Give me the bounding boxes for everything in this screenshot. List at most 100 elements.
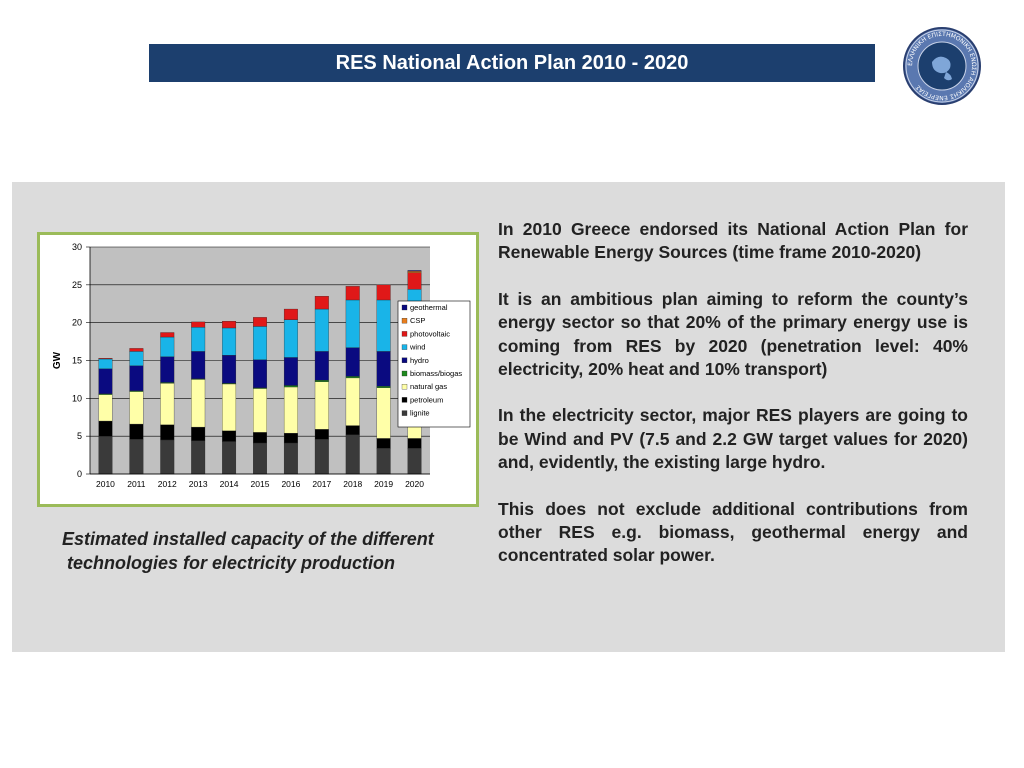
bar-segment-photovoltaic (376, 284, 391, 301)
bar-segment-hydro (191, 351, 206, 379)
bar-segment-photovoltaic (253, 317, 267, 327)
bar-segment-photovoltaic (129, 348, 144, 352)
bar-segment-hydro (98, 368, 113, 394)
bar-segment-petroleum (407, 438, 422, 449)
bar-segment-natural-gas (345, 377, 360, 426)
bar-segment-wind (222, 327, 237, 356)
legend-swatch (401, 410, 408, 416)
legend-label: natural gas (410, 382, 447, 391)
bar-segment-natural-gas (253, 388, 267, 433)
bar-segment-wind (98, 358, 113, 369)
x-tick-label: 2011 (127, 479, 146, 489)
x-tick-label: 2017 (312, 479, 331, 489)
legend-swatch (401, 344, 408, 350)
bar-segment-photovoltaic (222, 321, 237, 329)
bar-segment-hydro (129, 365, 144, 391)
x-tick-label: 2013 (189, 479, 208, 489)
y-tick-label: 10 (72, 393, 82, 403)
y-tick-label: 15 (72, 356, 82, 366)
legend-swatch (401, 370, 408, 377)
bar-segment-hydro (345, 347, 360, 377)
bar-segment-wind (253, 326, 267, 360)
legend-label: geothermal (410, 303, 448, 312)
y-axis-label: GW (52, 351, 63, 369)
bar-segment-wind (314, 308, 329, 352)
paragraph-2: It is an ambitious plan aiming to reform… (498, 288, 968, 380)
x-tick-label: 2020 (405, 479, 424, 489)
bar-segment-hydro (314, 351, 329, 381)
bar-segment-hydro (222, 355, 237, 384)
bar-segment-natural-gas (160, 383, 175, 425)
x-tick-label: 2010 (96, 479, 115, 489)
bar-segment-lignite (129, 439, 144, 475)
bar-segment-petroleum (160, 424, 175, 441)
slide-title-text: RES National Action Plan 2010 - 2020 (335, 51, 689, 74)
stacked-bar-chart: 0 5 10 15 20 25 30 GW 2010 2011 2012 2013 2014 2015 20… (52, 242, 471, 489)
chart-frame: 0 5 10 15 20 25 30 GW 2010 2011 2012 2013 2014 2015 20… (37, 232, 479, 507)
bar-segment-petroleum (283, 432, 298, 444)
chart-caption: Estimated installed capacity of the diff… (62, 527, 482, 575)
x-tick-label: 2015 (251, 479, 270, 489)
bar-segment-wind (160, 336, 175, 357)
bar-segment-photovoltaic (345, 286, 360, 301)
legend-box (397, 300, 471, 428)
paragraph-4: This does not exclude additional contrib… (498, 498, 968, 566)
y-tick-label: 20 (72, 318, 82, 328)
bar-segment-petroleum (314, 429, 329, 440)
y-tick-label: 5 (77, 431, 82, 441)
legend-swatch (401, 331, 408, 337)
bar-segment-natural-gas (314, 381, 329, 430)
bar-segment-natural-gas (191, 379, 206, 428)
x-tick-label: 2018 (343, 479, 362, 489)
bar-segment-petroleum (253, 432, 267, 444)
bar-segment-petroleum (222, 430, 237, 442)
legend-swatch (401, 304, 408, 311)
y-tick-label: 30 (72, 242, 82, 252)
emblem-seal-icon: ΕΛΛΗΝΙΚΗ ΕΠΙΣΤΗΜΟΝΙΚΗ ΕΝΩΣΗ ΑΙΟΛΙΚΗΣ ΕΝΕ… (903, 27, 981, 105)
legend-label: wind (409, 343, 425, 352)
legend-label: petroleum (410, 395, 443, 404)
bar-segment-lignite (407, 448, 422, 475)
bar-segment-photovoltaic (283, 308, 298, 320)
bar-segment-photovoltaic (191, 321, 206, 328)
bar-segment-biomass-biogas (345, 376, 360, 379)
bar-segment-wind (345, 299, 360, 348)
bar-segment-hydro (253, 359, 267, 388)
x-tick-label: 2016 (281, 479, 300, 489)
body-text: In 2010 Greece endorsed its National Act… (498, 218, 968, 591)
bar-segment-lignite (283, 442, 298, 475)
bar-segment-petroleum (129, 423, 144, 440)
bar-segment-lignite (253, 442, 267, 475)
legend-label: photovoltaic (410, 329, 450, 338)
bar-segment-lignite (98, 436, 113, 475)
bar-segment-petroleum (98, 420, 113, 437)
bar-segment-photovoltaic (98, 358, 113, 360)
legend-label: biomass/biogas (410, 369, 462, 378)
x-tick-label: 2014 (220, 479, 239, 489)
bar-segment-biomass-biogas (376, 386, 391, 388)
bar-segment-photovoltaic (314, 296, 329, 310)
bar-segment-lignite (160, 439, 175, 475)
bar-segment-biomass-biogas (314, 380, 329, 382)
caption-line-1: Estimated installed capacity of the diff… (62, 529, 434, 549)
bar-segment-hydro (283, 357, 298, 386)
x-tick-label: 2019 (374, 479, 393, 489)
bar-segment-lignite (376, 448, 391, 475)
legend-swatch (401, 357, 408, 363)
bar-segment-biomass-biogas (283, 385, 298, 388)
bar-segment-hydro (376, 351, 391, 387)
bar-segment-lignite (345, 434, 360, 475)
y-tick-label: 0 (77, 469, 82, 479)
bar-segment-petroleum (345, 425, 360, 435)
bar-segment-wind (129, 351, 144, 366)
slide-title: RES National Action Plan 2010 - 2020 (149, 44, 875, 82)
bar-segment-lignite (222, 441, 237, 475)
bar-segment-natural-gas (129, 391, 144, 425)
legend-swatch (401, 318, 408, 324)
bar-segment-photovoltaic (407, 272, 422, 290)
bar-segment-hydro (160, 356, 175, 383)
legend-label: CSP (410, 316, 425, 325)
legend-label: lignite (410, 409, 430, 418)
y-tick-label: 25 (72, 280, 82, 290)
paragraph-3: In the electricity sector, major RES pla… (498, 405, 968, 473)
